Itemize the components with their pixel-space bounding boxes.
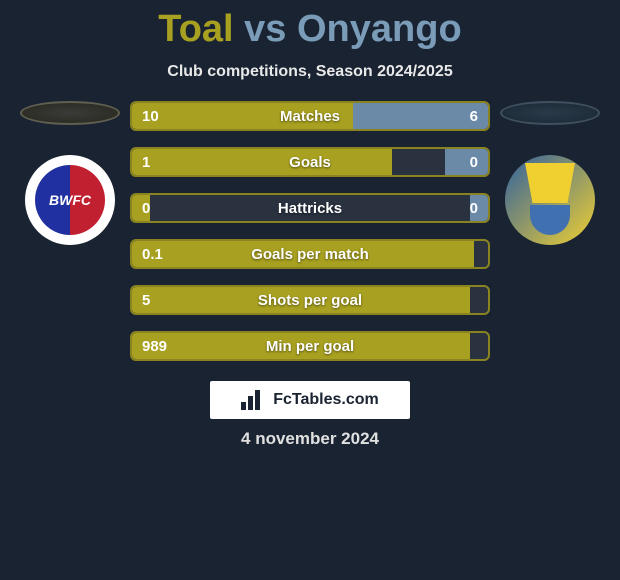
comparison-widget: Toal vs Onyango Club competitions, Seaso…	[0, 0, 620, 449]
stat-value-left: 0	[142, 200, 150, 217]
stat-value-right: 0	[470, 200, 478, 217]
stat-fill-right	[353, 103, 488, 129]
player1-club-crest: BWFC	[25, 155, 115, 245]
stat-value-left: 10	[142, 108, 159, 125]
stat-bars-column: 10 Matches 6 1 Goals 0 0 Hattricks 0 0.1 Goals per…	[130, 101, 490, 361]
stat-label: Goals	[289, 154, 331, 171]
stat-row: 989 Min per goal	[130, 331, 490, 361]
player2-marker-ellipse	[500, 101, 600, 125]
bar-chart-icon	[241, 390, 267, 410]
stat-value-left: 0.1	[142, 246, 163, 263]
stat-label: Min per goal	[266, 338, 354, 355]
stat-row: 0.1 Goals per match	[130, 239, 490, 269]
subtitle: Club competitions, Season 2024/2025	[0, 63, 620, 81]
title-player1: Toal	[158, 8, 233, 50]
stat-label: Matches	[280, 108, 340, 125]
stat-value-left: 989	[142, 338, 167, 355]
stat-value-right: 0	[470, 154, 478, 171]
stat-row: 10 Matches 6	[130, 101, 490, 131]
stat-fill-right	[445, 149, 488, 175]
stats-area: BWFC 10 Matches 6 1 Goals 0 0 Hattricks 0 0.1 Goal…	[0, 101, 620, 361]
stat-label: Shots per goal	[258, 292, 362, 309]
stat-row: 0 Hattricks 0	[130, 193, 490, 223]
player1-crest-text: BWFC	[35, 165, 105, 235]
player2-club-crest	[505, 155, 595, 245]
logo-text: FcTables.com	[273, 391, 379, 409]
stat-value-left: 5	[142, 292, 150, 309]
stat-row: 5 Shots per goal	[130, 285, 490, 315]
left-badge-column: BWFC	[20, 101, 120, 245]
footer-date: 4 november 2024	[0, 429, 620, 449]
stat-label: Hattricks	[278, 200, 342, 217]
stat-fill-left	[132, 149, 392, 175]
player1-marker-ellipse	[20, 101, 120, 125]
right-badge-column	[500, 101, 600, 245]
stat-label: Goals per match	[251, 246, 369, 263]
stat-row: 1 Goals 0	[130, 147, 490, 177]
stat-value-left: 1	[142, 154, 150, 171]
fctables-logo[interactable]: FcTables.com	[210, 381, 410, 419]
title-player2: Onyango	[297, 8, 462, 50]
title: Toal vs Onyango	[0, 8, 620, 51]
title-vs: vs	[244, 8, 286, 50]
stat-value-right: 6	[470, 108, 478, 125]
